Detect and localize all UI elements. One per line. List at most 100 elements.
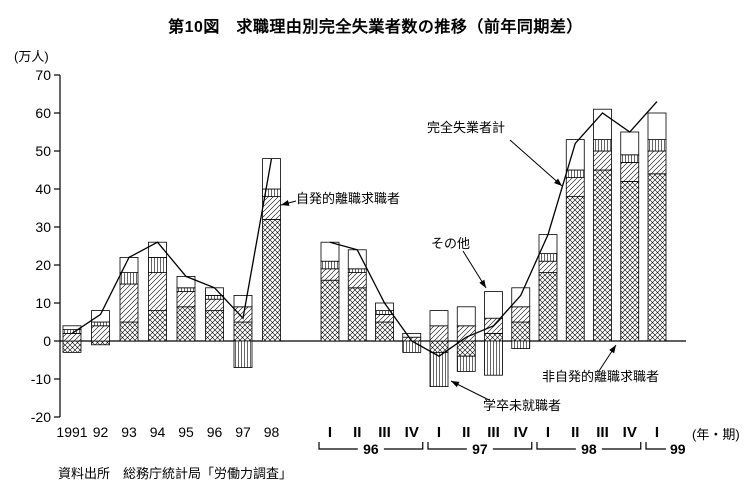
bar-segment xyxy=(565,169,585,178)
total-line-annual xyxy=(71,158,273,334)
x-axis-unit-label: (年・期) xyxy=(692,427,740,442)
bar-segment xyxy=(511,287,531,308)
bar-segment xyxy=(205,310,224,342)
bar-segment xyxy=(511,340,531,349)
annotation-arrow xyxy=(462,250,487,289)
bar-segment xyxy=(647,150,667,175)
x-axis-labels: 1991 92 93 94 95 96 97 98 I II III IV I II III IV I II III… xyxy=(56,424,659,441)
bar-segment xyxy=(233,340,253,369)
bar-segment xyxy=(456,325,476,342)
y-tick-label: 30 xyxy=(35,219,51,235)
bar-segment xyxy=(375,313,394,323)
bar-segment xyxy=(262,158,281,190)
group-year-label: 98 xyxy=(581,441,597,457)
y-tick-label: 60 xyxy=(35,105,51,121)
bar-segment xyxy=(484,340,503,376)
bar-segment xyxy=(429,310,449,327)
bar-segment xyxy=(538,272,558,342)
bar-segment xyxy=(205,298,224,312)
x-tick-label: 92 xyxy=(93,424,109,440)
bar-segment xyxy=(620,180,640,342)
x-tick-label: I xyxy=(328,424,332,441)
x-tick-label: 96 xyxy=(207,424,223,440)
total-line-quarterly xyxy=(329,101,658,357)
group-bracket xyxy=(318,442,358,450)
chart-title: 第10図 求職理由別完全失業者数の推移（前年同期差） xyxy=(168,19,583,36)
annotation-arrow xyxy=(509,139,563,187)
bar-segment xyxy=(402,340,422,353)
bar-segment xyxy=(176,275,196,289)
annotation-other: その他 xyxy=(431,236,471,251)
annotation-total-unemployed: 完全失業者計 xyxy=(427,120,506,135)
bar-segment xyxy=(647,112,667,141)
bar-segment xyxy=(538,260,558,274)
annotation-involuntary-leavers: 非自発的離職求職者 xyxy=(542,369,660,384)
bar-segment xyxy=(538,234,558,255)
bar-segment xyxy=(320,260,340,270)
bar-segment xyxy=(456,340,476,357)
bar-series xyxy=(62,108,667,387)
annotation-arrow xyxy=(450,380,490,401)
group-bracket xyxy=(383,442,424,450)
bar-segment xyxy=(429,351,449,387)
source-note: 資料出所 総務庁統計局「労働力調査」 xyxy=(58,466,293,481)
bar-segment xyxy=(320,279,340,342)
bar-segment xyxy=(176,306,196,342)
y-tick-label: 50 xyxy=(35,143,51,159)
y-tick-label: 40 xyxy=(35,181,51,197)
group-year-label: 99 xyxy=(670,441,686,457)
bar-segment xyxy=(511,321,531,342)
bar-segment xyxy=(62,340,82,353)
y-axis-unit-label: (万人) xyxy=(14,49,49,64)
bar-segment xyxy=(620,131,640,156)
x-tick-label: 97 xyxy=(235,424,251,440)
x-tick-label: III xyxy=(378,424,391,441)
bar-segment xyxy=(233,294,253,308)
annotation-new-graduates: 学卒未就職者 xyxy=(483,398,562,413)
x-tick-label: 94 xyxy=(150,424,166,440)
x-tick-label: IV xyxy=(623,424,637,441)
bar-segment xyxy=(456,306,476,327)
bar-segment xyxy=(538,253,558,262)
bar-segment xyxy=(647,173,667,342)
bar-segment xyxy=(593,139,612,152)
x-tick-label: 98 xyxy=(264,424,280,440)
bar-segment xyxy=(484,291,503,319)
bar-segment xyxy=(347,287,367,342)
bar-segment xyxy=(233,306,253,323)
annotation-voluntary-leavers: 自発的離職求職者 xyxy=(296,191,401,206)
bar-segment xyxy=(375,321,394,342)
bar-segment xyxy=(593,150,612,171)
x-tick-label: II xyxy=(571,424,579,441)
bar-segment xyxy=(262,196,281,220)
bar-segment xyxy=(176,287,196,292)
bar-segment xyxy=(91,325,110,342)
bar-segment xyxy=(347,268,367,273)
bar-segment xyxy=(620,154,640,163)
bar-segment xyxy=(62,332,82,342)
bar-segment xyxy=(647,139,667,152)
x-tick-label: II xyxy=(353,424,361,441)
x-tick-label: I xyxy=(437,424,441,441)
bar-segment xyxy=(320,241,340,262)
bar-segment xyxy=(148,256,167,273)
x-tick-label: II xyxy=(462,424,470,441)
bar-segment xyxy=(511,306,531,323)
x-tick-label: III xyxy=(487,424,500,441)
x-tick-label: III xyxy=(596,424,609,441)
bar-segment xyxy=(148,310,167,342)
y-tick-label: 20 xyxy=(35,257,51,273)
bar-segment xyxy=(565,177,585,198)
bar-segment xyxy=(148,272,167,312)
group-year-label: 97 xyxy=(472,441,488,457)
bar-segment xyxy=(402,332,422,338)
bar-segment xyxy=(375,302,394,311)
bar-segment xyxy=(347,249,367,270)
bar-segment xyxy=(565,139,585,171)
group-bracket xyxy=(536,442,576,450)
bar-segment xyxy=(91,340,110,346)
x-tick-label: 1991 xyxy=(56,424,87,440)
bar-segment xyxy=(205,294,224,300)
group-bracket xyxy=(427,442,467,450)
